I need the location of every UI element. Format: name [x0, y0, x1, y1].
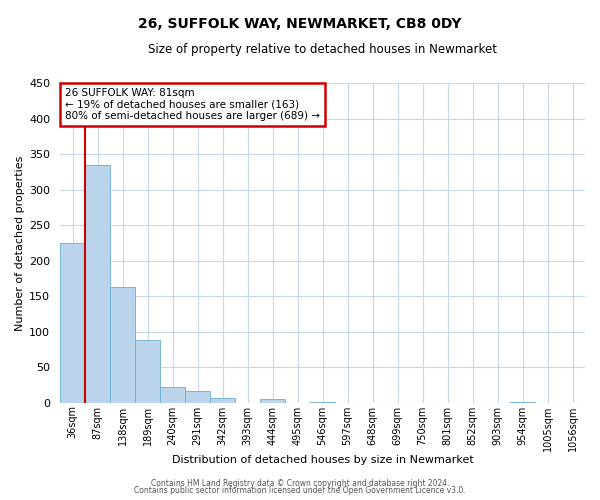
- Bar: [160, 387, 185, 402]
- Bar: [135, 340, 160, 402]
- Title: Size of property relative to detached houses in Newmarket: Size of property relative to detached ho…: [148, 42, 497, 56]
- Text: 26 SUFFOLK WAY: 81sqm
← 19% of detached houses are smaller (163)
80% of semi-det: 26 SUFFOLK WAY: 81sqm ← 19% of detached …: [65, 88, 320, 121]
- Bar: [210, 398, 235, 402]
- Bar: [185, 390, 210, 402]
- Text: Contains public sector information licensed under the Open Government Licence v3: Contains public sector information licen…: [134, 486, 466, 495]
- Y-axis label: Number of detached properties: Number of detached properties: [15, 155, 25, 330]
- X-axis label: Distribution of detached houses by size in Newmarket: Distribution of detached houses by size …: [172, 455, 473, 465]
- Bar: [110, 287, 135, 403]
- Text: Contains HM Land Registry data © Crown copyright and database right 2024.: Contains HM Land Registry data © Crown c…: [151, 478, 449, 488]
- Bar: [60, 243, 85, 402]
- Bar: [260, 399, 285, 402]
- Bar: [85, 164, 110, 402]
- Text: 26, SUFFOLK WAY, NEWMARKET, CB8 0DY: 26, SUFFOLK WAY, NEWMARKET, CB8 0DY: [138, 18, 462, 32]
